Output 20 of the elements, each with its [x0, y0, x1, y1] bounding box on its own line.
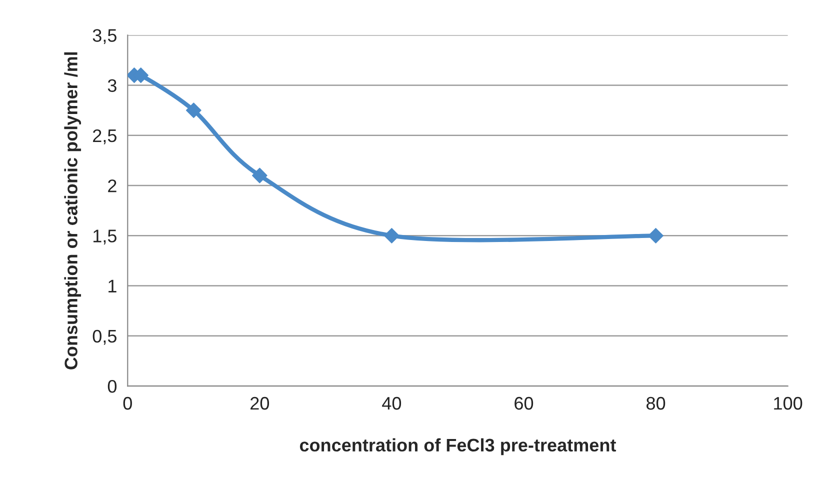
y-axis-title: Consumption or cationic polymer /ml	[64, 52, 82, 370]
y-tick-label: 3	[108, 79, 116, 92]
point	[186, 102, 202, 118]
x-tick-label: 40	[382, 396, 402, 410]
x-tick-label: 100	[774, 396, 802, 410]
y-tick-label: 3,5	[92, 29, 116, 44]
x-tick-label: 20	[250, 396, 270, 410]
x-tick-label: 0	[123, 396, 132, 410]
y-tick-label: 1,5	[94, 230, 116, 245]
x-tick-label: 60	[514, 396, 534, 410]
y-tick-label: 0,5	[92, 330, 116, 345]
y-tick-label: 0	[108, 380, 117, 393]
x-axis-title: concentration of FeCl3 pre-treatment	[300, 438, 616, 456]
y-tick-label: 1	[108, 280, 116, 292]
point	[252, 168, 268, 184]
x-tick-label: 80	[646, 396, 666, 410]
y-tick-label: 2,5	[93, 129, 116, 144]
point	[384, 228, 400, 244]
point	[648, 228, 664, 244]
y-tick-label: 2	[108, 179, 116, 192]
